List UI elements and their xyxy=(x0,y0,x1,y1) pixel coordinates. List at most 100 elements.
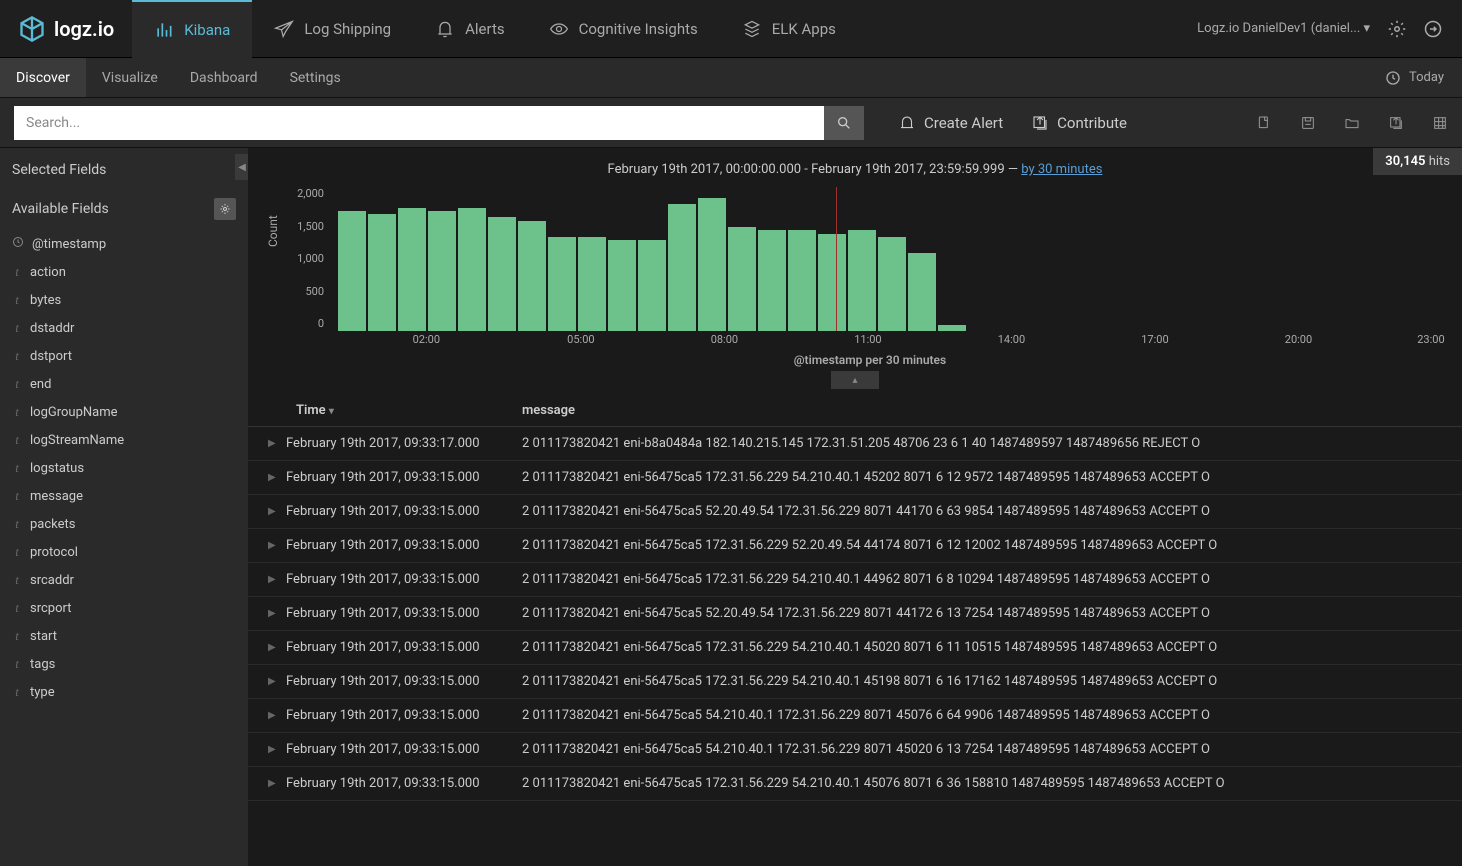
histogram-bar[interactable] xyxy=(818,234,846,332)
table-row[interactable]: ▶February 19th 2017, 09:33:15.0002 01117… xyxy=(248,733,1462,767)
field-packets[interactable]: tpackets xyxy=(0,510,248,538)
histogram-bar[interactable] xyxy=(608,240,636,331)
topnav-alerts[interactable]: Alerts xyxy=(413,0,527,58)
account-dropdown[interactable]: Logz.io DanielDev1 (daniel... ▾ xyxy=(1197,21,1370,36)
table-row[interactable]: ▶February 19th 2017, 09:33:15.0002 01117… xyxy=(248,563,1462,597)
chart-collapse-handle[interactable]: ▴ xyxy=(831,371,879,389)
new-icon[interactable] xyxy=(1256,115,1272,131)
field-end[interactable]: tend xyxy=(0,370,248,398)
sub-nav: DiscoverVisualizeDashboardSettings Today xyxy=(0,58,1462,98)
histogram-bar[interactable] xyxy=(338,211,366,331)
histogram-bar[interactable] xyxy=(668,204,696,331)
col-time[interactable]: Time ▾ xyxy=(296,403,522,418)
expand-icon[interactable]: ▶ xyxy=(268,744,286,755)
search-icon xyxy=(836,115,852,131)
expand-icon[interactable]: ▶ xyxy=(268,676,286,687)
field-start[interactable]: tstart xyxy=(0,622,248,650)
histogram-bar[interactable] xyxy=(788,230,816,331)
subnav-visualize[interactable]: Visualize xyxy=(86,58,174,97)
histogram-bar[interactable] xyxy=(638,240,666,331)
field-tags[interactable]: ttags xyxy=(0,650,248,678)
sidebar-collapse[interactable]: ◀ xyxy=(235,154,248,180)
available-fields-heading: Available Fields xyxy=(0,184,248,226)
histogram-bar[interactable] xyxy=(758,230,786,331)
action-contribute[interactable]: Contribute xyxy=(1031,114,1127,132)
histogram-bar[interactable] xyxy=(578,237,606,331)
action-create-alert[interactable]: Create Alert xyxy=(898,114,1003,132)
results-table: Time ▾ message ▶February 19th 2017, 09:3… xyxy=(248,395,1462,866)
field-loggroupname[interactable]: tlogGroupName xyxy=(0,398,248,426)
topnav-kibana[interactable]: Kibana xyxy=(132,0,252,58)
search-input[interactable] xyxy=(14,106,824,140)
time-picker[interactable]: Today xyxy=(1385,58,1462,97)
histogram-bar[interactable] xyxy=(848,230,876,331)
table-row[interactable]: ▶February 19th 2017, 09:33:15.0002 01117… xyxy=(248,597,1462,631)
expand-icon[interactable]: ▶ xyxy=(268,574,286,585)
search-button[interactable] xyxy=(824,106,864,140)
histogram-bar[interactable] xyxy=(428,211,456,331)
chart-y-label: Count xyxy=(266,215,280,247)
subnav-settings[interactable]: Settings xyxy=(274,58,357,97)
interval-link[interactable]: by 30 minutes xyxy=(1021,162,1102,177)
field-dstport[interactable]: tdstport xyxy=(0,342,248,370)
logout-icon[interactable] xyxy=(1424,20,1442,38)
open-icon[interactable] xyxy=(1344,115,1360,131)
table-row[interactable]: ▶February 19th 2017, 09:33:15.0002 01117… xyxy=(248,461,1462,495)
table-row[interactable]: ▶February 19th 2017, 09:33:15.0002 01117… xyxy=(248,495,1462,529)
expand-icon[interactable]: ▶ xyxy=(268,472,286,483)
field-bytes[interactable]: tbytes xyxy=(0,286,248,314)
gear-icon[interactable] xyxy=(1388,20,1406,38)
table-row[interactable]: ▶February 19th 2017, 09:33:17.0002 01117… xyxy=(248,427,1462,461)
histogram-bar[interactable] xyxy=(938,325,966,332)
histogram-bar[interactable] xyxy=(878,237,906,331)
selected-fields-heading: Selected Fields xyxy=(0,148,248,184)
field-logstreamname[interactable]: tlogStreamName xyxy=(0,426,248,454)
topnav-elk-apps[interactable]: ELK Apps xyxy=(720,0,858,58)
share-icon[interactable] xyxy=(1388,115,1404,131)
brand-logo[interactable]: logz.io xyxy=(0,0,132,58)
field-srcaddr[interactable]: tsrcaddr xyxy=(0,566,248,594)
subnav-discover[interactable]: Discover xyxy=(0,58,86,97)
fields-settings-button[interactable] xyxy=(214,198,236,220)
field-dstaddr[interactable]: tdstaddr xyxy=(0,314,248,342)
table-row[interactable]: ▶February 19th 2017, 09:33:15.0002 01117… xyxy=(248,631,1462,665)
table-row[interactable]: ▶February 19th 2017, 09:33:15.0002 01117… xyxy=(248,699,1462,733)
expand-icon[interactable]: ▶ xyxy=(268,438,286,449)
table-header: Time ▾ message xyxy=(248,395,1462,427)
field-message[interactable]: tmessage xyxy=(0,482,248,510)
field-srcport[interactable]: tsrcport xyxy=(0,594,248,622)
field--timestamp[interactable]: @timestamp xyxy=(0,230,248,258)
expand-icon[interactable]: ▶ xyxy=(268,642,286,653)
field-protocol[interactable]: tprotocol xyxy=(0,538,248,566)
topnav-log-shipping[interactable]: Log Shipping xyxy=(252,0,413,58)
expand-icon[interactable]: ▶ xyxy=(268,540,286,551)
col-message[interactable]: message xyxy=(522,403,575,418)
expand-icon[interactable]: ▶ xyxy=(268,506,286,517)
topnav-cognitive-insights[interactable]: Cognitive Insights xyxy=(527,0,720,58)
table-row[interactable]: ▶February 19th 2017, 09:33:15.0002 01117… xyxy=(248,665,1462,699)
expand-icon[interactable]: ▶ xyxy=(268,710,286,721)
subnav-dashboard[interactable]: Dashboard xyxy=(174,58,274,97)
table-row[interactable]: ▶February 19th 2017, 09:33:15.0002 01117… xyxy=(248,529,1462,563)
histogram-bar[interactable] xyxy=(728,227,756,331)
clock-icon xyxy=(1385,70,1401,86)
expand-icon[interactable]: ▶ xyxy=(268,608,286,619)
table-row[interactable]: ▶February 19th 2017, 09:33:15.0002 01117… xyxy=(248,767,1462,801)
histogram-bar[interactable] xyxy=(458,208,486,332)
grid-icon[interactable] xyxy=(1432,115,1448,131)
histogram-bar[interactable] xyxy=(488,217,516,331)
histogram-bar[interactable] xyxy=(518,221,546,332)
histogram-bar[interactable] xyxy=(548,237,576,331)
histogram-bar[interactable] xyxy=(398,208,426,332)
save-icon[interactable] xyxy=(1300,115,1316,131)
histogram-bar[interactable] xyxy=(908,253,936,331)
toolbar-icons xyxy=(1256,115,1448,131)
logo-icon xyxy=(18,15,46,43)
toolbar: Create Alert Contribute xyxy=(0,98,1462,148)
histogram-bar[interactable] xyxy=(698,198,726,331)
expand-icon[interactable]: ▶ xyxy=(268,778,286,789)
histogram-bar[interactable] xyxy=(368,214,396,331)
field-action[interactable]: taction xyxy=(0,258,248,286)
field-type[interactable]: ttype xyxy=(0,678,248,706)
field-logstatus[interactable]: tlogstatus xyxy=(0,454,248,482)
